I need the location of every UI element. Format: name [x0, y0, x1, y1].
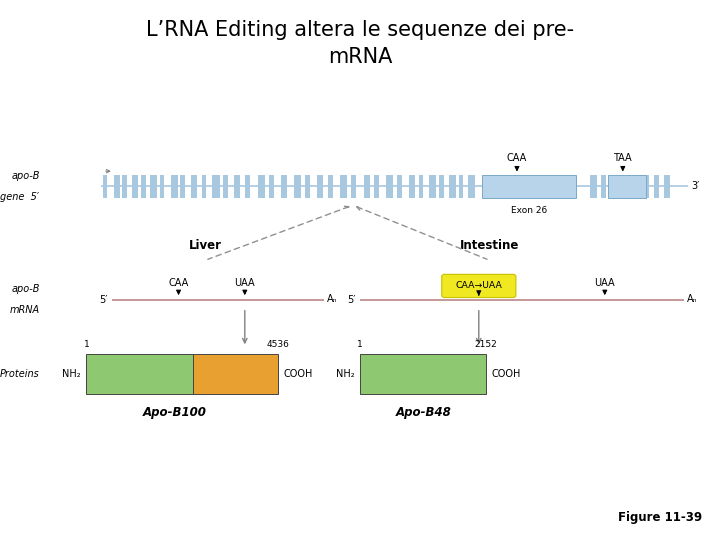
Text: Apo-B48: Apo-B48: [395, 406, 451, 419]
Bar: [245, 175, 250, 198]
Bar: [122, 175, 127, 198]
Bar: [642, 175, 649, 198]
Text: Aₙ: Aₙ: [687, 294, 698, 304]
Bar: [449, 175, 456, 198]
Bar: [294, 175, 301, 198]
Bar: [386, 175, 393, 198]
Bar: [397, 175, 402, 198]
Text: CAA: CAA: [507, 153, 527, 163]
Bar: [364, 175, 370, 198]
Bar: [340, 175, 347, 198]
Bar: [360, 354, 486, 394]
Bar: [103, 175, 107, 198]
Bar: [409, 175, 415, 198]
Bar: [608, 175, 646, 198]
Bar: [664, 175, 670, 198]
Text: Proteins: Proteins: [0, 369, 40, 379]
Bar: [114, 175, 120, 198]
Bar: [193, 354, 278, 394]
Text: NH₂: NH₂: [336, 369, 354, 379]
Bar: [419, 175, 423, 198]
Bar: [258, 175, 265, 198]
Bar: [468, 175, 475, 198]
Bar: [281, 175, 287, 198]
Text: Liver: Liver: [189, 239, 222, 252]
Bar: [202, 175, 206, 198]
Text: 4536: 4536: [266, 340, 289, 349]
Text: COOH: COOH: [492, 369, 521, 379]
Bar: [171, 175, 178, 198]
Bar: [654, 175, 659, 198]
Text: mRNA: mRNA: [9, 305, 40, 315]
Bar: [328, 175, 333, 198]
Text: mRNA: mRNA: [328, 46, 392, 67]
Bar: [150, 175, 157, 198]
Bar: [160, 175, 164, 198]
FancyBboxPatch shape: [442, 274, 516, 298]
Bar: [459, 175, 463, 198]
Bar: [180, 175, 185, 198]
Bar: [317, 175, 323, 198]
Bar: [601, 175, 606, 198]
Text: 5′: 5′: [347, 295, 356, 305]
Text: 1: 1: [84, 340, 89, 349]
Bar: [223, 175, 228, 198]
Text: CAA→UAA: CAA→UAA: [455, 281, 503, 291]
Bar: [269, 175, 274, 198]
Bar: [374, 175, 379, 198]
Text: UAA: UAA: [235, 278, 255, 288]
Bar: [305, 175, 310, 198]
Text: apo-B: apo-B: [11, 171, 40, 181]
Text: 2152: 2152: [474, 340, 498, 349]
Text: Exon 26: Exon 26: [511, 206, 547, 215]
Text: CAA: CAA: [168, 278, 189, 288]
Bar: [234, 175, 240, 198]
Text: Aₙ: Aₙ: [327, 294, 338, 304]
Bar: [439, 175, 444, 198]
Text: 3′: 3′: [691, 181, 700, 191]
Bar: [86, 354, 193, 394]
Text: UAA: UAA: [595, 278, 615, 288]
Text: L’RNA Editing altera le sequenze dei pre-: L’RNA Editing altera le sequenze dei pre…: [146, 19, 574, 40]
Text: 1: 1: [357, 340, 363, 349]
Text: NH₂: NH₂: [62, 369, 81, 379]
Bar: [212, 175, 220, 198]
Bar: [191, 175, 197, 198]
Bar: [132, 175, 138, 198]
Bar: [141, 175, 146, 198]
Text: Apo-B100: Apo-B100: [143, 406, 207, 419]
Text: Intestine: Intestine: [460, 239, 519, 252]
Text: gene  5′: gene 5′: [1, 192, 40, 202]
Text: 5′: 5′: [99, 295, 107, 305]
Text: apo-B: apo-B: [11, 284, 40, 294]
Bar: [351, 175, 356, 198]
Bar: [590, 175, 597, 198]
Bar: [429, 175, 436, 198]
Bar: [482, 175, 576, 198]
Text: Figure 11-39: Figure 11-39: [618, 511, 702, 524]
Text: COOH: COOH: [284, 369, 313, 379]
Text: TAA: TAA: [613, 153, 632, 163]
